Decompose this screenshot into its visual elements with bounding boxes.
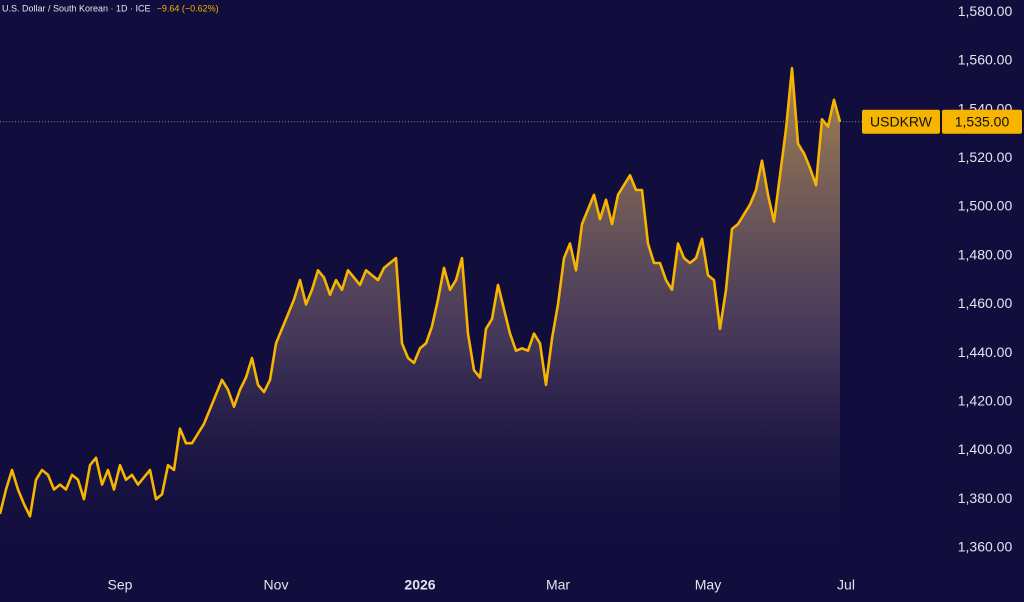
symbol-badge (862, 109, 940, 134)
y-tick-label: 1,380.00 (958, 490, 1013, 506)
y-tick-label: 1,400.00 (958, 441, 1013, 457)
y-tick-label: 1,360.00 (958, 539, 1013, 555)
x-tick-label: Sep (108, 577, 133, 593)
plot-area (0, 66, 862, 565)
x-tick-label: 2026 (404, 577, 435, 593)
y-tick-label: 1,520.00 (958, 149, 1013, 165)
x-tick-label: Nov (264, 577, 289, 593)
price-line (0, 66, 842, 518)
y-tick-label: 1,560.00 (958, 52, 1013, 68)
y-tick-label: 1,420.00 (958, 393, 1013, 409)
price-badge (942, 109, 1022, 134)
y-tick-label: 1,460.00 (958, 295, 1013, 311)
x-tick-label: Jul (837, 577, 855, 593)
symbol-label: USDKRW (870, 113, 933, 129)
y-tick-label: 1,500.00 (958, 198, 1013, 214)
chart-title: U.S. Dollar / South Korean · 1D · ICE (2, 3, 151, 13)
x-tick-label: Mar (546, 577, 570, 593)
change-label: −9.64 (−0.62%) (157, 3, 219, 13)
y-tick-label: 1,480.00 (958, 246, 1013, 262)
price-label: 1,535.00 (955, 113, 1010, 129)
y-tick-label: 1,440.00 (958, 344, 1013, 360)
axes: 1,360.00 1,380.00 1,400.00 1,420.00 1,440.00… (108, 3, 1022, 593)
area-fill (0, 68, 840, 565)
x-tick-label: May (695, 577, 721, 593)
y-tick-label: 1,580.00 (958, 3, 1013, 19)
